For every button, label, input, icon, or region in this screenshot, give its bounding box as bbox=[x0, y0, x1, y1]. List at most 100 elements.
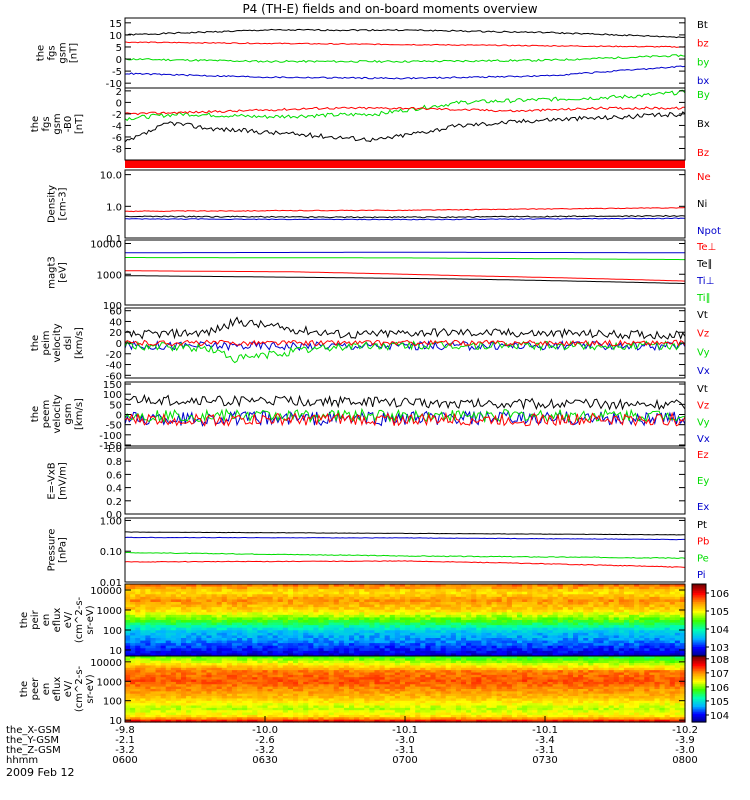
spectrogram-cell bbox=[466, 650, 472, 655]
spectrogram-cell bbox=[547, 632, 554, 637]
spectrogram-cell bbox=[221, 599, 228, 603]
spectrogram-cell bbox=[435, 677, 442, 681]
spectrogram-cell bbox=[145, 614, 152, 619]
spectrogram-cell bbox=[659, 607, 666, 611]
spectrogram-cell bbox=[537, 638, 544, 642]
spectrogram-cell bbox=[186, 627, 192, 631]
spectrogram-cell bbox=[506, 681, 513, 685]
spectrogram-cell bbox=[410, 643, 416, 647]
spectrogram-cell bbox=[420, 589, 426, 593]
spectrogram-cell bbox=[583, 594, 589, 598]
spectrogram-cell bbox=[150, 672, 157, 676]
spectrogram-cell bbox=[226, 638, 233, 642]
spectrogram-cell bbox=[186, 674, 192, 678]
spectrogram-cell bbox=[328, 599, 335, 603]
spectrogram-cell bbox=[354, 640, 360, 644]
spectrogram-cell bbox=[634, 674, 640, 678]
spectrogram-cell bbox=[257, 604, 264, 608]
spectrogram-cell bbox=[562, 686, 569, 690]
spectrogram-cell bbox=[639, 667, 645, 671]
spectrogram-cell bbox=[145, 607, 152, 611]
spectrogram-cell bbox=[461, 620, 467, 624]
spectrogram-cell bbox=[522, 677, 528, 681]
spectrogram-cell bbox=[461, 656, 467, 659]
spectrogram-cell bbox=[399, 650, 406, 655]
spectrogram-cell bbox=[455, 599, 462, 603]
spectrogram-cell bbox=[257, 684, 264, 688]
spectrogram-cell bbox=[440, 653, 447, 657]
spectrogram-cell bbox=[644, 677, 650, 681]
spectrogram-cell bbox=[231, 650, 238, 655]
spectrogram-cell bbox=[369, 686, 376, 690]
spectrogram-cell bbox=[399, 584, 406, 588]
spectrogram-cell bbox=[272, 607, 279, 611]
spectrogram-cell bbox=[277, 609, 284, 613]
spectrogram-cell bbox=[654, 684, 661, 688]
spectrogram-cell bbox=[338, 684, 345, 688]
spectrogram-cell bbox=[160, 648, 167, 652]
spectrogram-cell bbox=[557, 679, 564, 683]
spectrogram-cell bbox=[420, 648, 426, 652]
spectrogram-cell bbox=[461, 607, 467, 611]
spectrogram-cell bbox=[659, 584, 666, 588]
spectrogram-cell bbox=[420, 684, 426, 688]
colorbar-cell bbox=[692, 612, 706, 616]
spectrogram-cell bbox=[196, 632, 202, 637]
spectrogram-cell bbox=[394, 584, 401, 588]
spectrogram-cell bbox=[542, 617, 549, 621]
spectrogram-cell bbox=[272, 640, 279, 644]
spectrogram-cell bbox=[425, 679, 432, 683]
spectrogram-cell bbox=[272, 622, 279, 626]
spectrogram-cell bbox=[206, 638, 213, 642]
spectrogram-cell bbox=[298, 617, 304, 621]
spectrogram-cell bbox=[262, 689, 269, 692]
spectrogram-cell bbox=[623, 677, 630, 681]
spectrogram-cell bbox=[669, 594, 676, 598]
spectrogram-cell bbox=[573, 630, 579, 634]
spectrogram-cell bbox=[237, 609, 243, 613]
spectrogram-cell bbox=[542, 653, 549, 657]
spectrogram-cell bbox=[221, 589, 228, 593]
spectrogram-cell bbox=[125, 625, 131, 629]
spectrogram-cell bbox=[191, 658, 197, 662]
spectrogram-cell bbox=[242, 679, 248, 683]
spectrogram-cell bbox=[135, 658, 141, 662]
spectrogram-cell bbox=[226, 625, 233, 629]
spectrogram-cell bbox=[501, 674, 508, 678]
spectrogram-cell bbox=[394, 681, 401, 685]
spectrogram-cell bbox=[231, 643, 238, 647]
spectrogram-cell bbox=[425, 622, 432, 626]
spectrogram-cell bbox=[145, 656, 152, 659]
spectrogram-cell bbox=[186, 665, 192, 669]
spectrogram-cell bbox=[466, 679, 472, 683]
spectrogram-cell bbox=[313, 594, 320, 598]
spectrogram-cell bbox=[659, 679, 666, 683]
spectrogram-cell bbox=[140, 650, 146, 655]
spectrogram-cell bbox=[160, 638, 167, 642]
series-Vx bbox=[124, 410, 686, 427]
spectrogram-cell bbox=[679, 630, 686, 634]
spectrogram-cell bbox=[130, 658, 136, 662]
spectrogram-cell bbox=[364, 594, 370, 598]
spectrogram-cell bbox=[201, 653, 208, 657]
spectrogram-cell bbox=[583, 604, 589, 608]
spectrogram-cell bbox=[267, 620, 274, 624]
spectrogram-cell bbox=[338, 650, 345, 655]
spectrogram-cell bbox=[542, 635, 549, 639]
spectrogram-cell bbox=[130, 632, 136, 637]
spectrogram-cell bbox=[384, 677, 391, 681]
spectrogram-cell bbox=[287, 622, 294, 626]
spectrogram-cell bbox=[679, 607, 686, 611]
spectrogram-cell bbox=[445, 596, 452, 601]
spectrogram-cell bbox=[165, 594, 172, 598]
spectrogram-cell bbox=[618, 612, 625, 616]
spectrogram-cell bbox=[455, 645, 462, 649]
spectrogram-cell bbox=[613, 674, 620, 678]
spectrogram-cell bbox=[155, 594, 162, 598]
spectrogram-cell bbox=[399, 656, 406, 659]
spectrogram-cell bbox=[211, 674, 218, 678]
spectrogram-cell bbox=[389, 658, 396, 662]
spectrogram-cell bbox=[318, 614, 325, 619]
spectrogram-cell bbox=[257, 656, 264, 659]
spectrogram-cell bbox=[608, 658, 615, 662]
